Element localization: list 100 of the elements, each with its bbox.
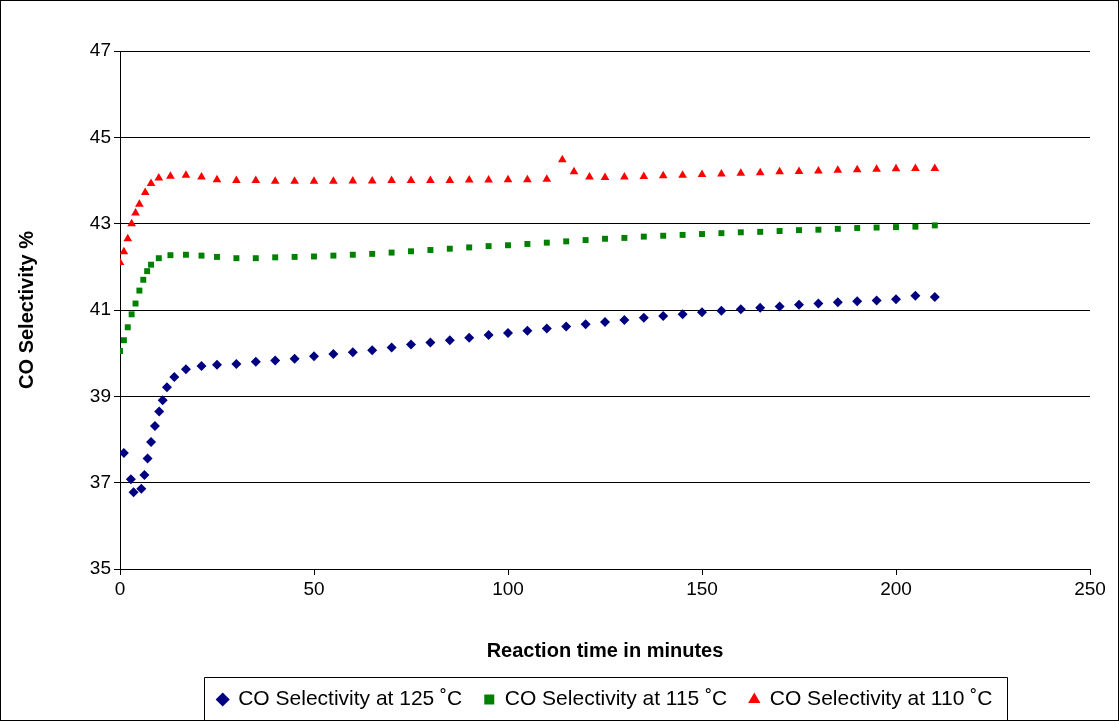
point <box>426 175 435 183</box>
point <box>757 228 764 235</box>
point <box>444 335 455 346</box>
point <box>135 199 144 207</box>
point <box>125 474 136 485</box>
point <box>155 255 162 262</box>
point <box>658 311 669 322</box>
point <box>466 244 473 251</box>
point <box>483 330 494 341</box>
x-tick-label: 0 <box>114 577 126 599</box>
point <box>349 251 356 258</box>
point <box>621 234 628 241</box>
point <box>563 238 570 245</box>
point <box>911 163 920 171</box>
point <box>272 254 279 261</box>
point <box>697 307 707 318</box>
point <box>348 175 358 184</box>
point <box>814 166 823 174</box>
point <box>136 287 143 294</box>
point <box>503 174 513 183</box>
point <box>716 305 727 316</box>
x-tick-label: 250 <box>1074 577 1106 599</box>
point <box>139 469 150 480</box>
x-tick-label: 200 <box>880 577 912 599</box>
point <box>832 297 843 308</box>
point <box>619 314 630 325</box>
point <box>658 170 668 179</box>
point <box>232 175 241 183</box>
point <box>142 453 153 464</box>
point <box>406 175 416 183</box>
point <box>120 447 129 458</box>
point <box>367 175 377 184</box>
point <box>231 358 242 369</box>
point <box>154 406 165 417</box>
point <box>252 255 259 262</box>
point <box>140 276 147 283</box>
y-tick-label: 39 <box>89 384 111 406</box>
x-tick-label: 150 <box>686 577 718 599</box>
point <box>330 252 337 259</box>
legend-label: CO Selectivity at 125 ˚C <box>238 686 463 710</box>
point <box>154 172 164 181</box>
point <box>505 242 511 249</box>
point <box>737 229 744 236</box>
point <box>445 175 455 183</box>
point <box>484 175 493 183</box>
point <box>891 294 901 305</box>
point <box>871 295 882 306</box>
point <box>250 356 261 367</box>
point <box>270 355 281 366</box>
point <box>735 304 746 315</box>
point <box>557 154 567 163</box>
point <box>755 167 765 176</box>
point <box>580 319 591 330</box>
point <box>717 169 726 177</box>
point <box>464 332 475 343</box>
point <box>166 171 175 179</box>
point <box>569 166 579 175</box>
point <box>144 268 151 275</box>
point <box>485 243 492 250</box>
point <box>639 171 649 180</box>
point <box>794 166 804 174</box>
point <box>873 224 880 231</box>
point <box>638 312 649 323</box>
point <box>128 311 135 318</box>
point <box>736 168 746 176</box>
point <box>180 364 191 375</box>
point <box>600 172 610 180</box>
point <box>387 175 396 183</box>
point <box>289 353 300 364</box>
x-tick-label: 100 <box>492 577 524 599</box>
point <box>446 245 453 252</box>
point <box>585 172 594 180</box>
point <box>182 251 189 258</box>
y-tick-label: 43 <box>89 211 111 233</box>
point <box>427 247 434 253</box>
point <box>388 249 395 256</box>
point <box>212 359 222 370</box>
point <box>774 301 785 312</box>
point <box>196 361 207 372</box>
point <box>140 187 150 196</box>
point <box>678 170 687 178</box>
y-tick-label: 41 <box>89 298 111 320</box>
point <box>910 290 921 301</box>
point <box>148 261 155 268</box>
point <box>146 178 156 187</box>
point <box>929 292 940 303</box>
point <box>503 327 513 338</box>
legend-label: CO Selectivity at 110 ˚C <box>769 686 993 710</box>
point <box>120 246 129 255</box>
point <box>776 228 783 234</box>
point <box>197 172 206 180</box>
point <box>813 298 824 309</box>
y-tick-label: 35 <box>89 557 111 579</box>
y-tick-label: 45 <box>89 125 111 147</box>
point <box>542 174 552 182</box>
point <box>120 337 127 344</box>
point <box>146 437 157 448</box>
point <box>699 231 705 237</box>
point <box>872 164 881 172</box>
point <box>425 337 436 348</box>
